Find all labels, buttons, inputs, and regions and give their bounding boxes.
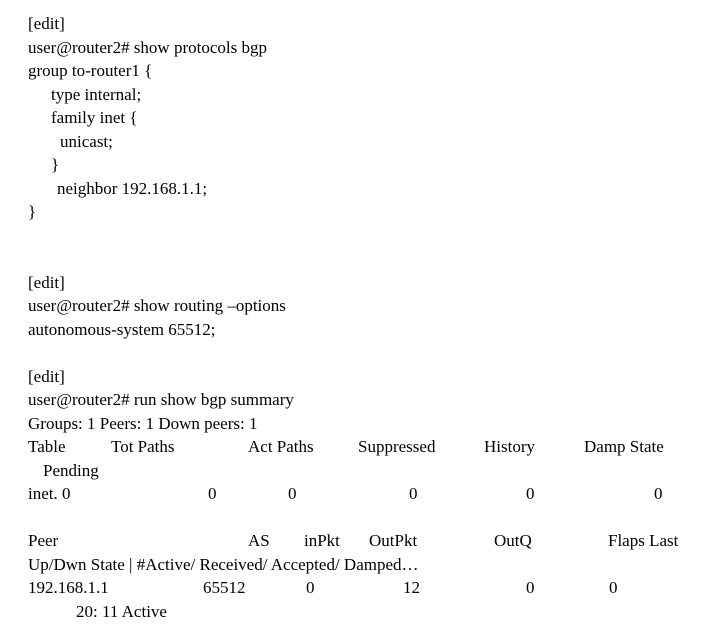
peer-header-as: AS	[248, 531, 270, 550]
command-line-run-show-bgp-summary: user@router2# run show bgp summary	[28, 388, 713, 412]
table-header-pending: Pending	[43, 460, 99, 480]
table-cell-suppressed: 0	[409, 484, 418, 503]
peer-cell-inpkt: 0	[306, 578, 315, 597]
peer-state-text: 20: 11 Active	[76, 601, 167, 621]
peer-cell-outpkt: 12	[403, 578, 420, 597]
blank-line	[28, 341, 713, 365]
table-header-table: Table	[28, 437, 66, 456]
edit-prompt-line: [edit]	[28, 271, 713, 295]
peer-state-line: 20: 11 Active	[28, 600, 713, 624]
table-header-damp-state: Damp State	[584, 437, 664, 456]
table-header-act-paths: Act Paths	[248, 437, 314, 456]
command-text: user@router2# show protocols bgp	[28, 37, 267, 57]
table-cell-damp-state: 0	[654, 484, 663, 503]
config-line-group-close: }	[28, 200, 713, 224]
edit-prompt: [edit]	[28, 272, 65, 292]
config-text: unicast;	[60, 131, 113, 151]
peer-cell-as: 65512	[203, 578, 246, 597]
table-header-row: Table Tot Paths Act Paths Suppressed His…	[28, 435, 713, 459]
peer-cell-flaps: 0	[609, 578, 618, 597]
edit-prompt-line: [edit]	[28, 365, 713, 389]
groups-peers-summary-line: Groups: 1 Peers: 1 Down peers: 1	[28, 412, 713, 436]
peer-header-flaps-last: Flaps Last	[608, 531, 679, 550]
peer-header-inpkt: inPkt	[304, 531, 340, 550]
table-cell-act-paths: 0	[288, 484, 297, 503]
config-line-neighbor: neighbor 192.168.1.1;	[28, 177, 713, 201]
edit-prompt-line: [edit]	[28, 12, 713, 36]
peer-header-outq: OutQ	[494, 531, 532, 550]
peer-header-peer: Peer	[28, 531, 59, 550]
command-line-show-protocols: user@router2# show protocols bgp	[28, 36, 713, 60]
config-line-family-close: }	[28, 153, 713, 177]
summary-text: Groups: 1 Peers: 1 Down peers: 1	[28, 413, 258, 433]
config-text: autonomous-system 65512;	[28, 319, 216, 339]
command-text: user@router2# run show bgp summary	[28, 390, 294, 409]
command-text: user@router2# show routing –options	[28, 296, 286, 315]
table-header-suppressed: Suppressed	[358, 437, 436, 456]
blank-line	[28, 506, 713, 530]
peer-data-row: 192.168.1.1 65512 0 12 0 0	[28, 576, 713, 600]
peer-header-row: Peer AS inPkt OutPkt OutQ Flaps Last	[28, 529, 713, 553]
table-header-history: History	[484, 437, 535, 456]
config-text: }	[28, 202, 37, 221]
config-text: group to-router1 {	[28, 61, 153, 80]
table-cell-name: inet. 0	[28, 484, 71, 503]
peer-cell-address: 192.168.1.1	[28, 578, 109, 597]
config-text: family inet {	[51, 108, 138, 127]
blank-line	[28, 247, 713, 271]
table-cell-tot-paths: 0	[208, 484, 217, 503]
config-line-unicast: unicast;	[28, 130, 713, 154]
table-row-inet: inet. 0 0 0 0 0 0	[28, 482, 713, 506]
config-line-type: type internal;	[28, 83, 713, 107]
config-text: neighbor 192.168.1.1;	[57, 178, 208, 198]
table-cell-history: 0	[526, 484, 535, 503]
config-line-family-open: family inet {	[28, 106, 713, 130]
peer-subheader-text: Up/Dwn State | #Active/ Received/ Accept…	[28, 554, 419, 574]
config-line-group-open: group to-router1 {	[28, 59, 713, 83]
peer-cell-outq: 0	[526, 578, 535, 597]
edit-prompt: [edit]	[28, 366, 65, 386]
table-header-tot-paths: Tot Paths	[111, 437, 175, 456]
command-line-show-routing-options: user@router2# show routing –options	[28, 294, 713, 318]
peer-subheader-line: Up/Dwn State | #Active/ Received/ Accept…	[28, 553, 713, 577]
config-text: type internal;	[51, 84, 142, 104]
config-line-autonomous-system: autonomous-system 65512;	[28, 318, 713, 342]
table-header-pending-line: Pending	[28, 459, 713, 483]
blank-line	[28, 224, 713, 248]
edit-prompt: [edit]	[28, 14, 65, 33]
config-text: }	[51, 155, 60, 174]
peer-header-outpkt: OutPkt	[369, 531, 418, 550]
